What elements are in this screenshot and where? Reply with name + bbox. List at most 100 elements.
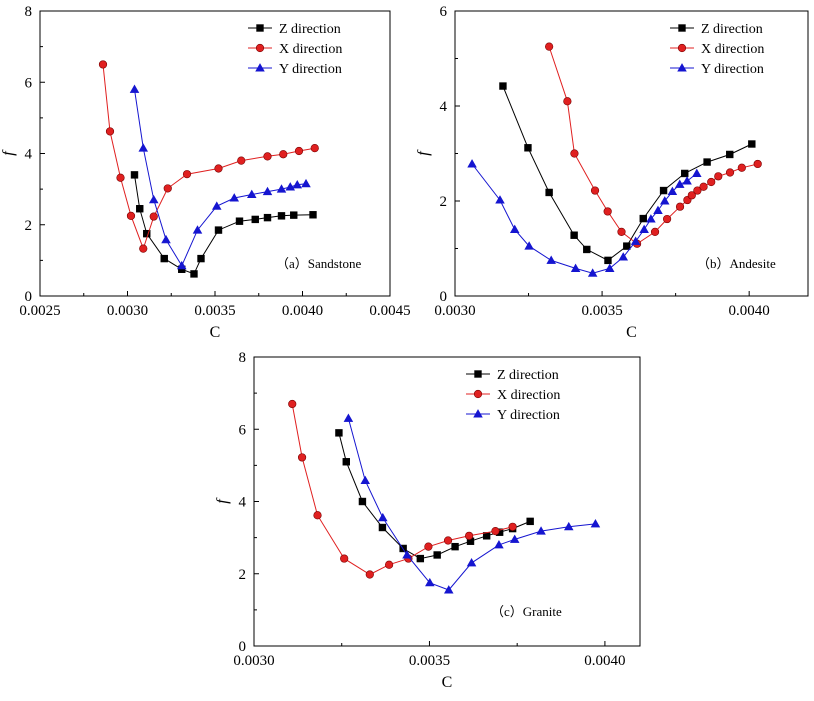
legend: Z direction X direction Y direction: [466, 368, 560, 423]
data-point: [509, 224, 520, 233]
data-point: [277, 212, 286, 220]
data-point: [443, 585, 454, 594]
legend-marker: [677, 43, 687, 53]
data-point: [703, 158, 711, 166]
data-point: [360, 475, 371, 485]
series-x-direction: [545, 42, 762, 248]
data-point: [667, 186, 678, 195]
series-y-direction: [129, 84, 311, 270]
x-tick-label: 0.0030: [434, 303, 475, 319]
y-tick-label: 2: [440, 194, 448, 210]
x-tick-label: 0.0030: [107, 303, 148, 319]
data-point: [263, 213, 272, 222]
y-tick-label: 4: [239, 495, 247, 511]
data-point: [251, 215, 259, 224]
data-point: [139, 244, 148, 253]
data-point: [451, 542, 459, 551]
y-tick-label: 8: [239, 350, 247, 366]
y-tick-label: 0: [25, 289, 33, 305]
legend-label: X direction: [497, 388, 560, 403]
series-line: [347, 418, 596, 591]
legend-label: X direction: [701, 42, 764, 57]
legend: Z direction X direction Y direction: [248, 22, 342, 77]
data-point: [197, 254, 205, 263]
series-line: [134, 89, 307, 267]
legend-label: Y direction: [497, 408, 560, 423]
data-point: [623, 242, 631, 250]
data-point: [378, 512, 388, 522]
y-axis-title: f: [415, 149, 432, 156]
data-point: [546, 255, 556, 264]
series-x-direction: [98, 60, 319, 253]
data-point: [714, 172, 723, 181]
data-point: [639, 224, 649, 233]
data-point: [545, 188, 553, 197]
data-point: [590, 519, 601, 528]
data-point: [495, 195, 505, 204]
data-point: [105, 127, 115, 136]
data-point: [237, 156, 246, 165]
data-point: [149, 212, 158, 221]
legend-marker: [255, 63, 265, 72]
data-point: [211, 201, 222, 210]
chart-panel-b: 0.0030 0.0035 0.0040 0 2 4 6 Cf Z direction X dir…: [415, 4, 809, 341]
series-line: [338, 432, 531, 560]
data-point: [443, 536, 453, 545]
data-point: [416, 554, 425, 563]
y-tick-label: 6: [239, 422, 247, 438]
x-tick-label: 0.0035: [581, 303, 622, 319]
series-y-direction: [343, 413, 601, 594]
data-point: [725, 168, 735, 177]
data-point: [526, 517, 534, 526]
data-point: [126, 211, 136, 220]
panel-annotation: （c）Granite: [491, 604, 562, 619]
data-point: [583, 245, 591, 254]
data-point: [603, 207, 612, 216]
legend-label: X direction: [279, 42, 342, 57]
data-point: [148, 194, 159, 204]
data-point: [659, 196, 670, 205]
data-point: [310, 144, 319, 153]
series-z-direction: [499, 82, 756, 265]
y-axis-title: f: [0, 149, 17, 156]
data-point: [465, 531, 474, 540]
data-point: [262, 186, 273, 196]
data-point: [563, 97, 572, 106]
data-point: [466, 558, 477, 567]
data-point: [524, 144, 532, 152]
data-point: [176, 260, 187, 270]
data-point: [617, 227, 626, 236]
legend-marker: [474, 370, 482, 378]
data-point: [639, 214, 647, 223]
series-y-direction: [467, 159, 702, 277]
x-axis-title: C: [210, 324, 221, 341]
series-line: [291, 403, 513, 576]
data-point: [604, 263, 615, 272]
data-point: [737, 163, 746, 172]
data-point: [675, 202, 685, 211]
x-tick-label: 0.0040: [584, 653, 625, 669]
data-point: [425, 577, 435, 587]
data-point: [130, 171, 139, 179]
chart-panel-c: 0.0030 0.0035 0.0040 0 2 4 6 8 Cf Z direction X di…: [214, 350, 641, 691]
data-point: [494, 539, 504, 549]
data-point: [192, 225, 203, 234]
data-point: [98, 60, 108, 69]
data-point: [630, 236, 641, 245]
panel-annotation: （b）Andesite: [697, 256, 776, 271]
data-point: [136, 205, 144, 213]
plot-frame: [253, 356, 641, 647]
data-point: [748, 140, 756, 148]
data-point: [491, 527, 500, 536]
data-point: [618, 252, 629, 261]
x-axis-title: C: [626, 324, 637, 341]
data-point: [499, 82, 507, 90]
data-point: [129, 84, 140, 93]
data-point: [229, 193, 240, 202]
data-point: [682, 176, 692, 185]
data-point: [508, 522, 517, 531]
x-tick-label: 0.0035: [194, 303, 235, 319]
x-tick-label: 0.0045: [369, 303, 410, 319]
